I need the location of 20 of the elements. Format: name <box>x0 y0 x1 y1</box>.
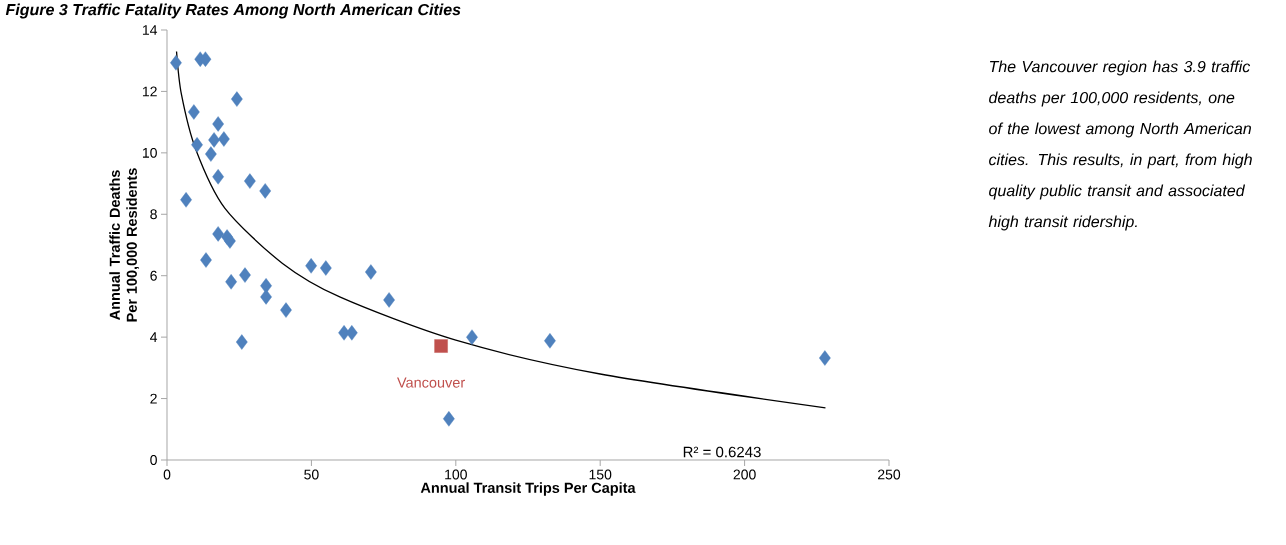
y-tick-label: 2 <box>150 393 157 404</box>
text: The Vancouver region has 3.9 traffic deaths per 100,000 residents, one of the lowest among North American cities. This results, in part, from high quality public transit and associated high transit ridership. <box>988 60 1252 231</box>
y-axis-title: Annual Traffic Deaths Per 100,000 Residents <box>109 168 140 322</box>
x-axis-title: Annual Transit Trips Per Capita <box>420 482 636 496</box>
annotation: R² = 0.6243 <box>683 446 761 458</box>
x-tick-label: 100 <box>445 469 467 480</box>
x-tick-label: 50 <box>304 469 319 480</box>
x-tick-label: 200 <box>733 469 756 480</box>
y-tick-label: 12 <box>142 86 157 97</box>
y-tick-label: 14 <box>142 25 158 35</box>
y-tick-label: 4 <box>150 332 158 342</box>
x-tick-label: 0 <box>163 469 171 480</box>
y-tick-label: 8 <box>150 209 157 220</box>
text: Vancouver <box>397 377 465 388</box>
x-tick-label: 150 <box>589 469 612 480</box>
x-tick-label: 250 <box>878 469 901 480</box>
y-tick-label: 0 <box>150 455 157 465</box>
chart-title: Figure 3 Traffic Fatality Rates Among North American Cities <box>5 3 461 19</box>
y-tick-label: 10 <box>142 147 157 158</box>
y-tick-label: 6 <box>150 270 157 281</box>
